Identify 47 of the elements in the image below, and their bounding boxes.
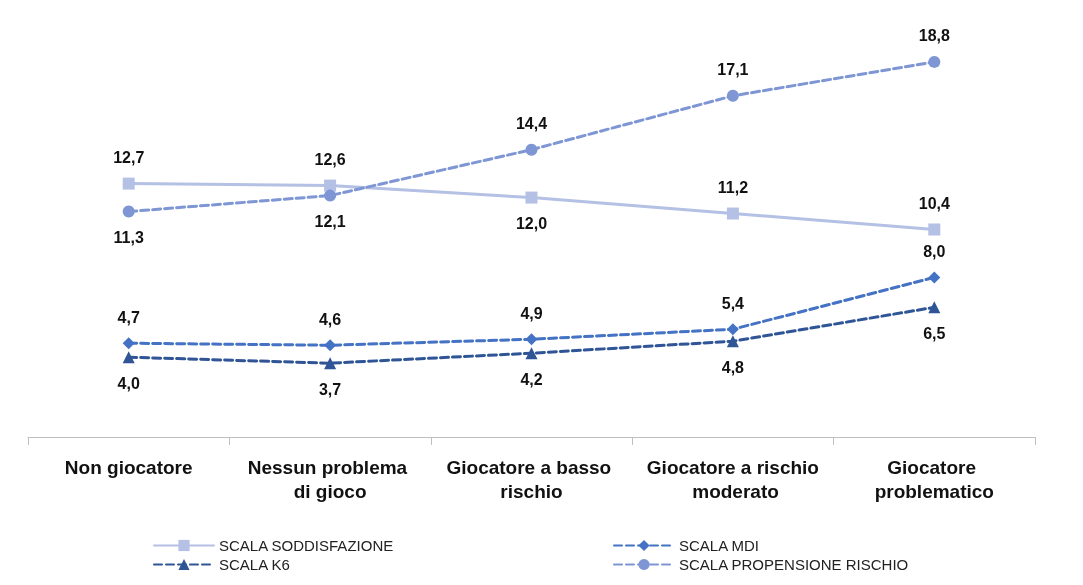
data-label: 4,8 bbox=[721, 358, 745, 376]
x-tick-label: Giocatore problematico bbox=[874, 456, 994, 502]
point bbox=[928, 223, 941, 236]
data-label: 18,8 bbox=[918, 27, 950, 45]
data-label: 5,4 bbox=[721, 294, 745, 312]
point bbox=[324, 357, 337, 370]
data-label: 8,0 bbox=[923, 242, 946, 260]
point bbox=[726, 207, 739, 220]
point bbox=[525, 191, 538, 204]
x-tick-label: Giocatore a basso rischio bbox=[446, 456, 617, 502]
point bbox=[324, 189, 337, 202]
data-label: 4,9 bbox=[520, 304, 543, 322]
data-label: 12,0 bbox=[515, 215, 548, 233]
data-label: 6,5 bbox=[923, 324, 946, 342]
data-label: 10,4 bbox=[918, 195, 950, 212]
data-label: 4,7 bbox=[117, 308, 140, 326]
data-label: 14,4 bbox=[515, 115, 548, 133]
point bbox=[928, 271, 941, 284]
point bbox=[122, 337, 135, 350]
point bbox=[525, 143, 538, 156]
x-tick-label: Giocatore a rischio moderato bbox=[646, 456, 819, 502]
point bbox=[726, 89, 739, 102]
point bbox=[525, 347, 538, 360]
data-label: 11,3 bbox=[113, 229, 144, 247]
point bbox=[928, 55, 941, 68]
legend-label: SCALA SODDISFAZIONE bbox=[219, 537, 394, 554]
x-tick-label: Non giocatore bbox=[64, 456, 193, 478]
data-label: 12,7 bbox=[113, 149, 145, 167]
data-label: 12,1 bbox=[314, 213, 346, 231]
data-label: 3,7 bbox=[318, 380, 342, 398]
legend-label: SCALA PROPENSIONE RISCHIO bbox=[679, 556, 909, 573]
data-label: 4,0 bbox=[117, 374, 140, 392]
data-label: 17,1 bbox=[717, 61, 749, 79]
legend-label: SCALA K6 bbox=[219, 556, 290, 573]
point bbox=[122, 205, 135, 218]
point bbox=[324, 179, 337, 192]
point bbox=[726, 335, 739, 348]
point bbox=[726, 323, 739, 336]
point bbox=[122, 351, 135, 364]
point bbox=[122, 177, 135, 190]
x-tick-label: Nessun problema di gioco bbox=[247, 456, 413, 502]
data-label: 4,2 bbox=[520, 370, 543, 388]
data-label: 12,6 bbox=[314, 151, 346, 169]
legend-label: SCALA MDI bbox=[679, 537, 760, 554]
data-label: 11,2 bbox=[717, 179, 749, 197]
point bbox=[928, 301, 941, 314]
data-label: 4,6 bbox=[318, 310, 342, 328]
